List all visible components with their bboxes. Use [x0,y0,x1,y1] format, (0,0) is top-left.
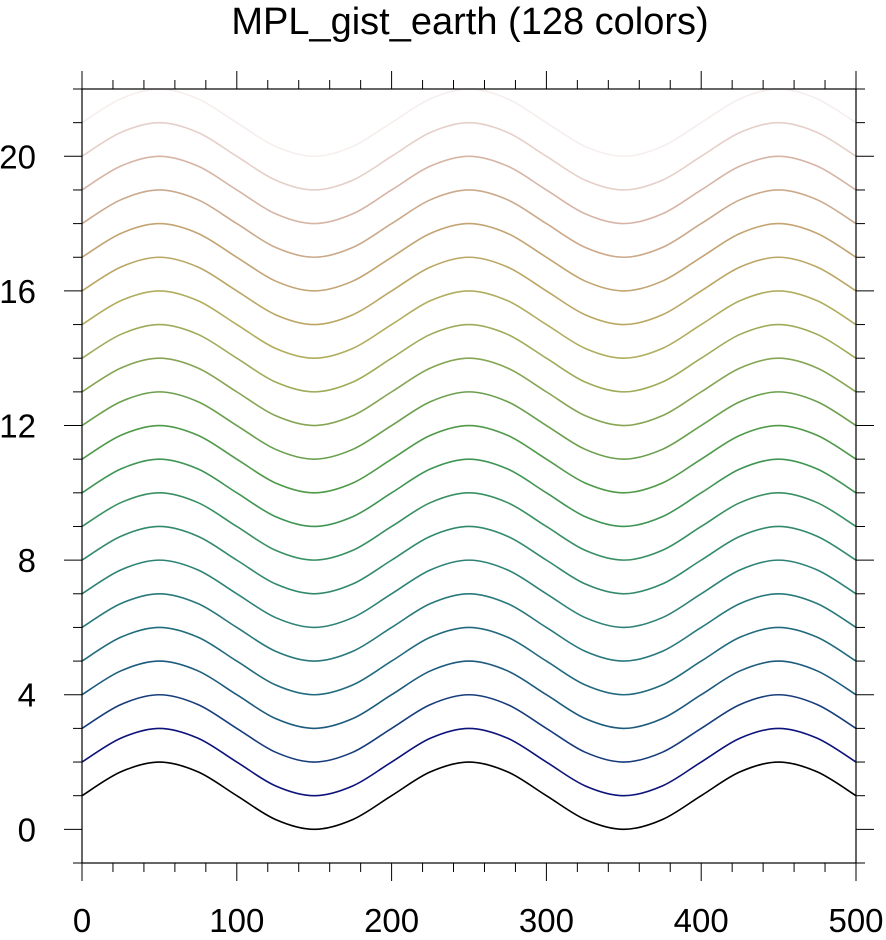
series-line-17 [81,189,857,259]
series-line-3 [81,660,857,730]
series-line-11 [81,391,857,460]
series-line-6 [81,559,857,629]
series-line-0 [81,761,857,831]
x-tick-label-200: 200 [364,902,419,935]
series-line-4 [81,626,857,696]
tick-labels: 0 100 200 300 400 500 0 4 8 12 16 20 [0,138,884,939]
series-line-8 [81,492,857,561]
series-line-1 [81,727,857,797]
series-line-10 [81,424,857,494]
series-line-15 [81,256,857,326]
y-tick-label-0: 0 [18,811,36,848]
series-layer [81,88,857,831]
x-tick-label-300: 300 [519,902,574,935]
series-line-16 [81,222,857,292]
ticks-layer [64,71,874,881]
y-tick-label-12: 12 [0,408,36,445]
x-tick-label-400: 400 [674,902,729,935]
x-tick-label-100: 100 [209,902,264,935]
series-line-18 [81,155,857,225]
series-line-12 [81,357,857,427]
series-line-14 [81,290,857,360]
y-tick-label-8: 8 [18,542,36,579]
x-tick-label-0: 0 [73,902,91,935]
series-line-9 [81,458,857,528]
y-tick-label-20: 20 [0,138,36,175]
chart-title: MPL_gist_earth (128 colors) [231,1,709,43]
x-tick-label-500: 500 [828,902,883,935]
series-line-2 [81,693,857,763]
series-line-13 [81,323,857,393]
y-tick-label-4: 4 [18,677,36,714]
plot-frame [81,88,857,864]
y-tick-label-16: 16 [0,273,36,310]
series-line-5 [81,592,857,662]
series-line-7 [81,525,857,595]
series-line-19 [81,121,857,191]
